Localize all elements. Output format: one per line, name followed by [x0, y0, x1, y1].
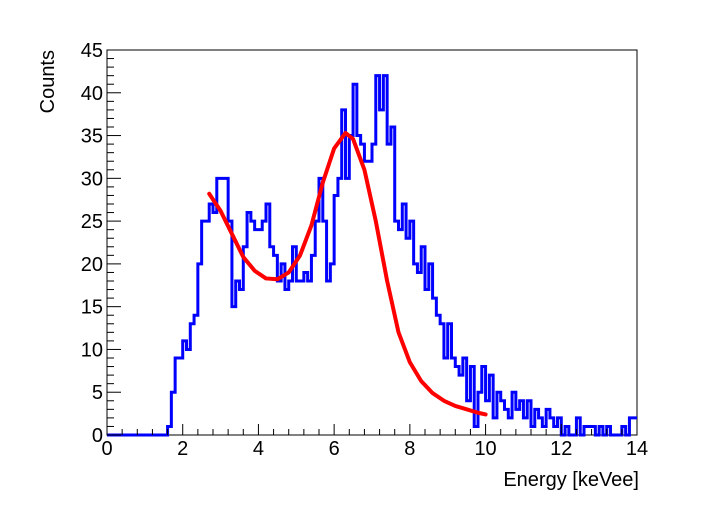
histogram-bin	[414, 264, 418, 435]
histogram-bin	[493, 418, 497, 435]
histogram-bin	[308, 281, 312, 435]
y-tick-label: 20	[81, 254, 103, 276]
histogram-bin	[296, 281, 300, 435]
histogram-bin	[486, 401, 490, 435]
y-tick-label: 30	[81, 168, 103, 190]
histogram-bin	[346, 178, 350, 435]
histogram-bin	[179, 358, 183, 435]
plot-border	[106, 49, 638, 436]
histogram-bin	[406, 238, 410, 435]
histogram-bin	[232, 307, 236, 435]
x-tick-label: 8	[404, 438, 415, 460]
histogram-bin	[285, 290, 289, 435]
y-tick-label: 35	[81, 126, 103, 148]
histogram-bin	[187, 349, 191, 435]
histogram-bin	[262, 221, 266, 435]
histogram-bin	[523, 418, 527, 435]
histogram-bin	[633, 418, 637, 435]
y-tick-label: 0	[92, 425, 103, 447]
histogram-bin	[452, 358, 456, 435]
histogram-outline	[107, 74, 637, 437]
histogram-layer	[107, 74, 637, 437]
histogram-bin	[508, 418, 512, 435]
histogram-bin	[270, 247, 274, 435]
histogram-bin	[361, 144, 365, 435]
histogram-bin	[217, 178, 221, 435]
histogram-bin	[364, 161, 368, 435]
histogram-bin	[417, 272, 421, 435]
x-tick-label: 2	[177, 438, 188, 460]
x-tick-label: 4	[253, 438, 264, 460]
histogram-bin	[459, 375, 463, 435]
histogram-bin	[372, 144, 376, 435]
y-tick-label: 15	[81, 297, 103, 319]
histogram-bin	[277, 281, 281, 435]
y-axis-title: Counts	[37, 50, 59, 113]
fit-curve	[207, 130, 488, 417]
x-tick-label: 12	[550, 438, 572, 460]
y-tick-label: 25	[81, 211, 103, 233]
histogram-bin	[380, 110, 384, 435]
x-tick-label: 0	[101, 438, 112, 460]
histogram-bin	[209, 204, 213, 435]
histogram-bin	[255, 230, 259, 435]
axes: 0 2 4 6 8 10 12 14 0 5 10 15 20 25 30 35 40 45	[81, 40, 648, 460]
fit-curve-layer	[207, 130, 488, 417]
histogram-bin	[251, 221, 255, 435]
histogram-bin	[436, 315, 440, 435]
histogram-bin	[433, 298, 437, 435]
plot-frame	[106, 49, 638, 436]
histogram-bin	[327, 281, 331, 435]
histogram-bin	[425, 290, 429, 435]
histogram-bin	[455, 367, 459, 435]
histogram-bin	[357, 136, 361, 435]
histogram-bin	[330, 264, 334, 435]
histogram-bin	[300, 281, 304, 435]
y-tick-label: 10	[81, 339, 103, 361]
y-tick-label: 5	[92, 382, 103, 404]
x-tick-label: 6	[329, 438, 340, 460]
histogram-bin	[349, 136, 353, 435]
histogram-bin	[338, 178, 342, 435]
histogram-bin	[289, 281, 293, 435]
x-axis-title: Energy [keVee]	[503, 469, 639, 491]
histogram-bin	[213, 213, 217, 435]
histogram-bin	[444, 358, 448, 435]
histogram-bin	[304, 272, 308, 435]
y-tick-label: 40	[81, 83, 103, 105]
y-tick-label: 45	[81, 40, 103, 62]
x-tick-label: 14	[626, 438, 648, 460]
histogram-bin	[516, 409, 520, 435]
histogram-bin	[240, 290, 244, 435]
histogram-bin	[258, 230, 262, 435]
histogram-bin	[205, 221, 209, 435]
histogram-bin	[194, 315, 198, 435]
histogram-bin	[467, 401, 471, 435]
x-tick-label: 10	[474, 438, 496, 460]
